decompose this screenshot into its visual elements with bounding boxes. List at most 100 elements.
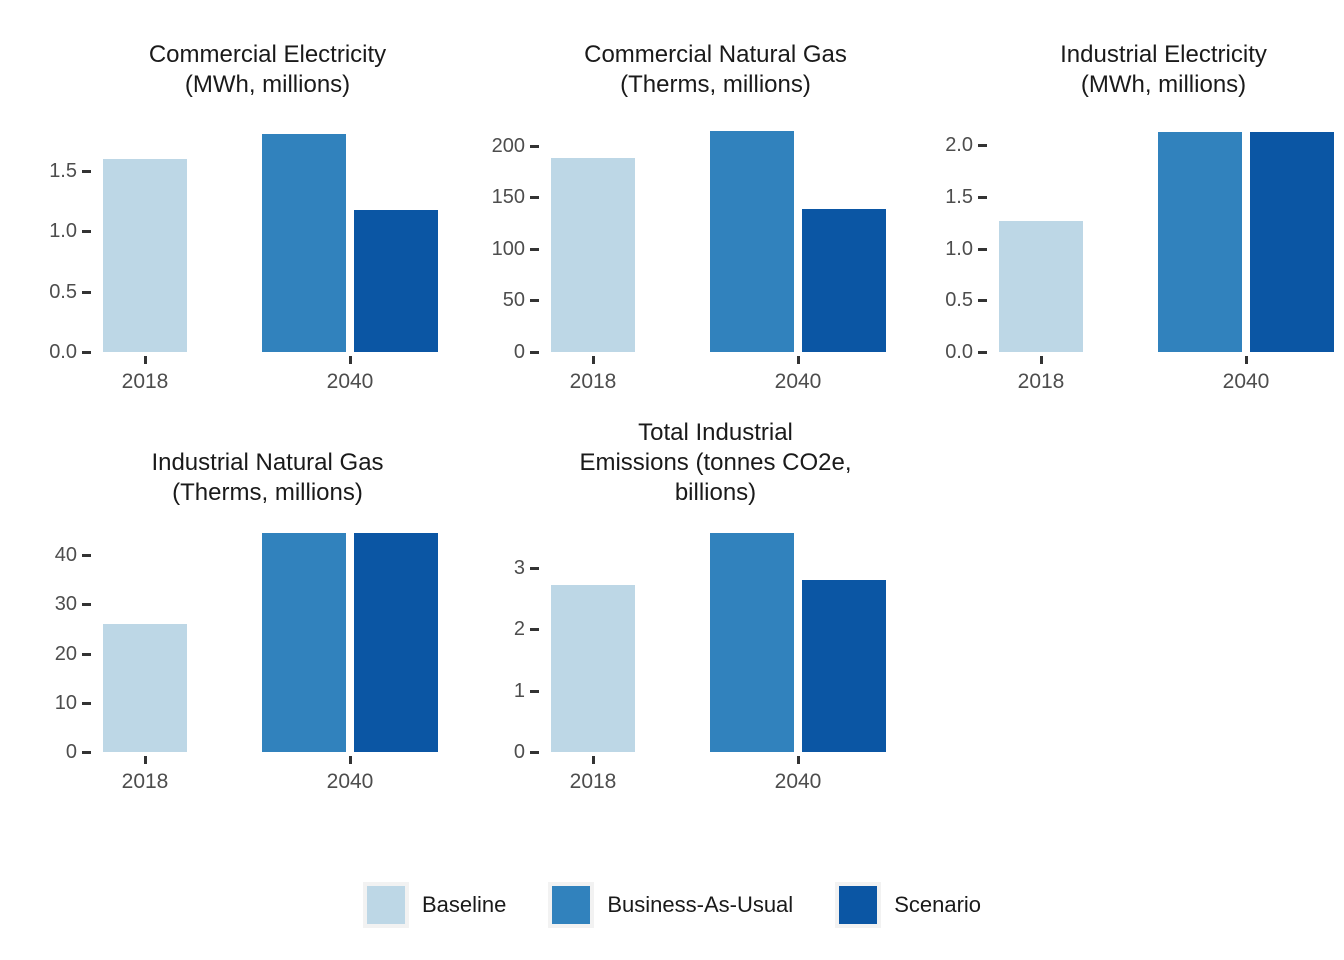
x-tick-label: 2018 [121, 370, 169, 393]
y-tick-mark [530, 247, 539, 251]
y-axis: 0 1 2 3 [448, 530, 543, 762]
y-tick-mark [978, 144, 987, 148]
bar-scenario-2040 [354, 533, 438, 752]
facet-title-line: Industrial Natural Gas [151, 449, 384, 476]
x-tick-mark [592, 356, 595, 364]
y-tick-label: 0.5 [945, 289, 973, 312]
legend-key [835, 882, 882, 928]
x-tick-mark [349, 356, 352, 364]
y-tick-label: 150 [491, 186, 525, 209]
x-tick-mark [349, 756, 352, 764]
y-tick-mark [82, 603, 91, 607]
y-tick-label: 0.0 [945, 341, 973, 363]
facet-title-line: billions) [674, 479, 757, 506]
y-tick-label: 10 [54, 691, 77, 714]
bar-scenario-2040 [354, 210, 438, 352]
bar-business-as-usual-2040 [1158, 132, 1242, 352]
y-tick-mark [530, 628, 539, 632]
y-axis: 0 50 100 150 200 [448, 130, 543, 362]
facet-panel: 2018 2040 [95, 130, 440, 393]
y-tick-mark [530, 144, 539, 148]
facet-2: Industrial Electricity (MWh, millions) 0.0… [896, 30, 1344, 402]
y-tick-label: 1.5 [49, 160, 77, 183]
facet-plot: 0 10 20 30 40 2018 2040 [0, 530, 448, 802]
bar-business-as-usual-2040 [710, 533, 794, 752]
facet-plot: 0 50 100 150 200 2018 2040 [448, 130, 896, 402]
legend-label: Scenario [894, 892, 982, 917]
facet-plot: 0 1 2 3 2018 2040 [448, 530, 896, 802]
bar-scenario-2040 [802, 580, 886, 752]
y-tick-mark [530, 689, 539, 693]
y-tick-mark [530, 567, 539, 571]
facet-title-line: Emissions (tonnes CO2e, [579, 449, 852, 476]
y-tick-label: 1 [513, 679, 525, 702]
x-tick-label: 2018 [1017, 370, 1065, 393]
facet-panel: 2018 2040 [543, 530, 888, 793]
y-tick-mark [82, 290, 91, 294]
bar-baseline-2018 [103, 159, 187, 352]
y-tick-mark [82, 652, 91, 656]
facet-plot: 0.0 0.5 1.0 1.5 2.0 2018 2040 [896, 130, 1344, 402]
y-tick-label: 0 [513, 741, 525, 763]
facet-title-line: (MWh, millions) [1080, 71, 1247, 98]
facet-panel: 2018 2040 [95, 530, 440, 793]
legend-key [362, 882, 409, 928]
legend-key-swatch [839, 886, 878, 924]
facet-title: Commercial Natural Gas (Therms, millions) [543, 30, 888, 100]
facet-title-line: Total Industrial [638, 419, 793, 446]
y-tick-label: 30 [54, 593, 77, 616]
y-tick-mark [978, 196, 987, 200]
facet-title-line: (MWh, millions) [184, 71, 351, 98]
y-tick-label: 50 [502, 289, 525, 312]
facet-title-line: Industrial Electricity [1060, 41, 1267, 68]
x-tick-mark [144, 756, 147, 764]
y-tick-mark [530, 751, 539, 754]
x-tick-mark [1040, 356, 1043, 364]
y-tick-mark [530, 299, 539, 303]
y-tick-label: 1.0 [49, 220, 77, 243]
legend-item-baseline: Baseline [362, 882, 506, 928]
y-tick-mark [82, 170, 91, 174]
x-tick-label: 2018 [569, 370, 617, 393]
x-tick-label: 2018 [569, 770, 617, 793]
facet-title: Total Industrial Emissions (tonnes CO2e, b… [543, 416, 888, 508]
bar-baseline-2018 [551, 585, 635, 752]
x-tick-label: 2040 [326, 770, 374, 793]
legend-key-swatch [552, 886, 591, 924]
y-tick-mark [530, 351, 539, 354]
x-tick-mark [144, 356, 147, 364]
y-tick-mark [82, 701, 91, 705]
x-tick-label: 2018 [121, 770, 169, 793]
facet-plot: 0.0 0.5 1.0 1.5 2018 2040 [0, 130, 448, 402]
y-tick-label: 200 [491, 134, 525, 157]
facet-title-line: (Therms, millions) [620, 71, 811, 98]
facet-row-top: Commercial Electricity (MWh, millions) 0.0… [0, 30, 1344, 402]
y-tick-label: 0.5 [49, 280, 77, 303]
y-tick-label: 40 [54, 544, 77, 567]
facet-1: Commercial Natural Gas (Therms, millions)… [448, 30, 896, 402]
facet-panel: 2018 2040 [543, 130, 888, 393]
y-tick-label: 1.0 [945, 237, 973, 260]
bar-business-as-usual-2040 [262, 134, 346, 352]
facet-title-line: (Therms, millions) [172, 479, 363, 506]
bar-scenario-2040 [1250, 132, 1334, 352]
facet-panel: 2018 2040 [991, 130, 1336, 393]
x-tick-mark [1245, 356, 1248, 364]
y-tick-mark [978, 351, 987, 354]
legend-key-swatch [366, 886, 405, 924]
bar-business-as-usual-2040 [262, 533, 346, 752]
legend-item-scenario: Scenario [835, 882, 981, 928]
y-tick-label: 100 [491, 237, 525, 260]
y-tick-label: 0 [65, 741, 77, 763]
y-axis: 0.0 0.5 1.0 1.5 [0, 130, 95, 362]
x-tick-mark [797, 756, 800, 764]
facet-0: Commercial Electricity (MWh, millions) 0.0… [0, 30, 448, 402]
y-tick-mark [82, 751, 91, 754]
y-tick-label: 0 [513, 341, 525, 363]
y-tick-mark [978, 299, 987, 303]
bar-scenario-2040 [802, 209, 886, 352]
facet-title-line: Commercial Electricity [148, 41, 387, 68]
x-tick-label: 2040 [774, 770, 822, 793]
facet-title: Industrial Natural Gas (Therms, millions) [95, 416, 440, 508]
